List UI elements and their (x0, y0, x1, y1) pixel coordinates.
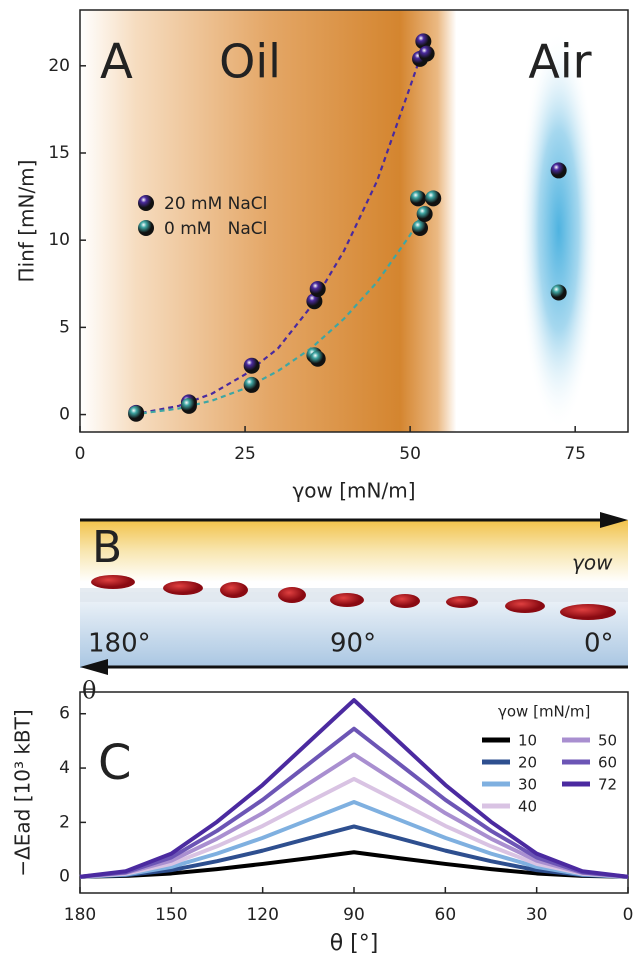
x-axis-label: θ [°] (330, 931, 379, 956)
data-point (416, 206, 433, 223)
particle (278, 587, 306, 603)
data-point (306, 293, 323, 310)
x-tick-label: 0 (623, 905, 634, 925)
frame (79, 9, 629, 433)
data-point (243, 357, 260, 374)
y-tick-label: 10 (48, 230, 70, 250)
data-point (309, 281, 326, 298)
legend-marker (138, 220, 154, 236)
curve (79, 698, 629, 879)
x-tick-label: 50 (399, 444, 421, 464)
panel-label: C (98, 735, 132, 791)
gamma-label: γow (572, 551, 613, 575)
curve (79, 850, 629, 879)
legend-label: 10 (518, 732, 537, 750)
panel-label: B (92, 522, 122, 573)
y-axis-label: Πinf [mN/m] (15, 160, 39, 283)
data-point (128, 405, 145, 422)
particle (505, 599, 545, 613)
curve (79, 824, 629, 879)
y-tick-label: 2 (59, 812, 70, 832)
x-tick-label: 150 (155, 905, 187, 925)
data-point (410, 190, 427, 207)
legend-label: 72 (598, 776, 617, 794)
particle (220, 582, 248, 598)
legend-title: γow [mN/m] (498, 703, 590, 721)
theta-label: θ (82, 677, 96, 705)
x-tick-label: 120 (246, 905, 278, 925)
x-tick-label: 25 (234, 444, 256, 464)
y-axis-label: −ΔEad [10³ kBT] (11, 709, 35, 876)
x-tick-label: 60 (435, 905, 457, 925)
x-tick-label: 30 (526, 905, 548, 925)
region-label: Oil (219, 35, 281, 89)
particle (390, 594, 420, 608)
y-tick-label: 4 (59, 758, 70, 778)
arrow-head (600, 512, 628, 528)
particle (330, 593, 364, 607)
x-tick-label: 75 (564, 444, 586, 464)
legend-marker (138, 195, 154, 211)
angle-label: 180° (88, 629, 151, 659)
data-point (550, 162, 567, 179)
panel-b: B γow 180° 90° 0° θ (80, 512, 628, 705)
curve (79, 776, 629, 879)
data-point (418, 45, 435, 62)
y-tick-label: 5 (59, 317, 70, 337)
legend-label: 60 (598, 754, 617, 772)
region-label: Air (528, 35, 591, 89)
y-tick-label: 0 (59, 405, 70, 425)
arrow-head (80, 659, 108, 675)
legend-label: 20 mM NaCl (164, 194, 267, 214)
y-tick-label: 15 (48, 143, 70, 163)
particle (446, 596, 478, 608)
curve (79, 800, 629, 879)
legend-label: 50 (598, 732, 617, 750)
y-tick-label: 0 (59, 867, 70, 887)
particle (91, 575, 135, 589)
legend-label: 40 (518, 798, 537, 816)
x-tick-label: 90 (343, 905, 365, 925)
data-point (550, 284, 567, 301)
y-tick-label: 6 (59, 704, 70, 724)
tension-band (80, 520, 628, 582)
data-point (180, 397, 197, 414)
panel-label: A (100, 34, 133, 90)
angle-label: 0° (584, 629, 614, 659)
curve (79, 726, 629, 879)
x-tick-label: 180 (64, 905, 96, 925)
data-point (425, 190, 442, 207)
curve (79, 752, 629, 879)
legend-label: 20 (518, 754, 537, 772)
x-tick-label: 0 (75, 444, 86, 464)
angle-label: 90° (330, 629, 376, 659)
frame (79, 691, 629, 894)
x-axis-label: γow [mN/m] (292, 479, 415, 503)
particle (560, 604, 616, 620)
data-point (309, 350, 326, 367)
particle (163, 581, 203, 595)
air-region (518, 30, 599, 430)
data-point (243, 376, 260, 393)
data-point (412, 219, 429, 236)
legend-label: 0 mM NaCl (164, 219, 267, 239)
legend-label: 30 (518, 776, 537, 794)
data-point (415, 33, 432, 50)
y-tick-label: 20 (48, 56, 70, 76)
